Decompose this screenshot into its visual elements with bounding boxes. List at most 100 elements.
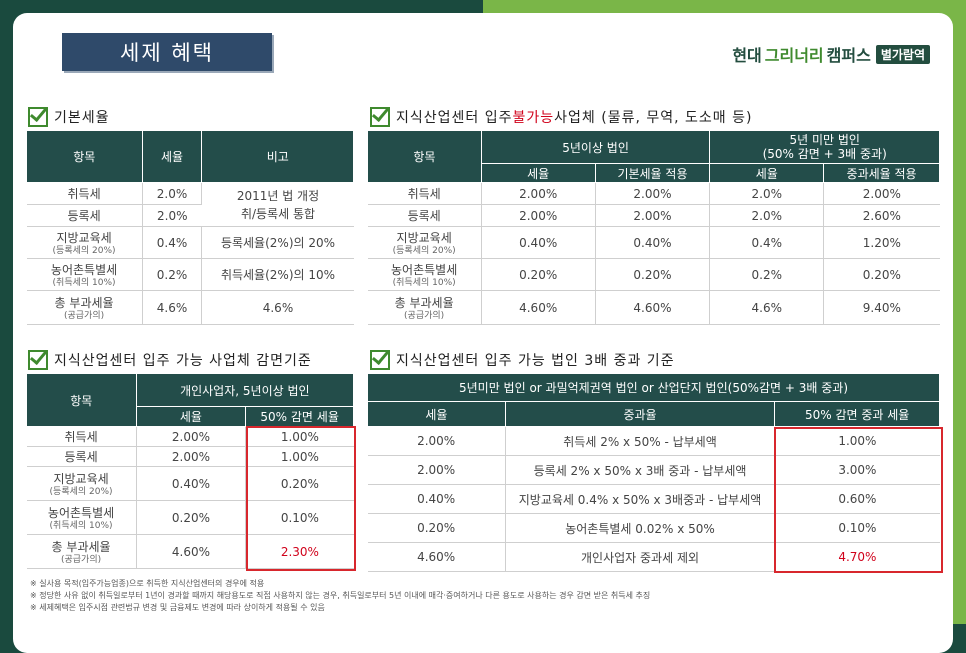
table-row: 총 부과세율 (공급가의) 4.6% 4.6% [26,290,354,325]
value-cell: 0.40% [367,484,506,514]
value-cell: 2.00% [481,182,596,205]
item-text: 농어촌특별세 [391,263,458,277]
header-sub: 세율 [480,163,596,183]
formula-cell: 농어촌특별세 0.02% x 50% [505,513,776,543]
item-sub: (취득세의 10%) [49,521,113,531]
rate-cell: 4.6% [142,290,203,325]
item-sub: (공급가의) [60,555,102,565]
value-cell: 4.60% [481,290,596,325]
table-row: 2.00% 등록세 2% x 50% x 3배 중과 - 납부세액 3.00% [367,455,940,485]
table-row: 등록세 2.00% 2.00% 2.0% 2.60% [367,204,940,227]
formula-cell: 등록세 2% x 50% x 3배 중과 - 납부세액 [505,455,776,485]
merged-note-cell: 2011년 법 개정 취/등록세 통합 [201,182,354,227]
highlight-box [246,426,356,571]
highlight-box [774,427,943,573]
value-cell: 2.00% [481,204,596,227]
value-cell: 0.20% [136,500,247,535]
value-cell: 2.00% [595,204,711,227]
table-row: 총 부과세율 (공급가의) 4.60% 4.60% 4.6% 9.40% [367,290,940,325]
table-row: 지방교육세 (등록세의 20%) 0.40% 0.40% 0.4% 1.20% [367,226,940,259]
table-row: 지방교육세 (등록세의 20%) 0.40% 0.20% [26,466,354,501]
item-cell: 등록세 [26,204,143,227]
value-cell: 0.20% [595,258,711,291]
item-cell: 취득세 [367,182,482,205]
check-icon [370,107,390,127]
footnote: ※ 세제혜택은 입주시점 관련법규 변경 및 금융제도 변경에 따라 상이하게 … [30,603,325,612]
notallowed-section-title: 지식산업센터 입주 불가능 사업체 (물류, 무역, 도소매 등) [370,107,752,127]
item-cell: 지방교육세 (등록세의 20%) [26,466,137,501]
brand-part-3: 캠퍼스 [826,46,871,65]
value-cell: 1.00% [774,426,940,456]
rate-cell: 0.2% [142,258,203,291]
value-cell: 2.0% [709,182,825,205]
formula-cell: 개인사업자 중과세 제외 [505,542,776,572]
page-title: 세제 혜택 [62,33,272,71]
value-cell: 0.40% [481,226,596,259]
rate-cell: 2.0% [142,204,202,227]
rate-cell: 2.0% [142,182,203,205]
value-cell: 0.20% [481,258,596,291]
table-row: 농어촌특별세 (취득세의 10%) 0.20% 0.10% [26,500,354,535]
item-text: 지방교육세 [396,231,452,245]
header-group: 개인사업자, 5년이상 법인 [135,373,355,407]
reduction-title-text: 지식산업센터 입주 가능 사업체 감면기준 [54,353,312,369]
item-cell: 총 부과세율 (공급가의) [26,534,137,569]
table-row: 0.20% 농어촌특별세 0.02% x 50% 0.10% [367,513,940,543]
item-text: 총 부과세율 [394,296,454,310]
item-cell: 취득세 [26,182,143,205]
header-sub: 50% 감면 중과 세율 [774,401,940,427]
header-sub: 50% 감면 세율 [245,406,354,427]
value-cell: 4.60% [367,542,506,572]
value-cell: 2.00% [823,182,940,205]
reduction-section-title: 지식산업센터 입주 가능 사업체 감면기준 [28,350,312,370]
item-cell: 총 부과세율 (공급가의) [367,290,482,325]
title-post: 사업체 (물류, 무역, 도소매 등) [554,110,753,126]
rate-cell: 0.4% [142,226,203,259]
header-5y: 5년이상 법인 [480,130,711,164]
brand-station-badge: 별가람역 [875,44,930,64]
brand-logo: 현대 그리너리 캠퍼스 별가람역 [732,42,930,66]
value-cell: 1.00% [245,426,354,447]
value-cell: 2.60% [823,204,940,227]
header-sub: 중과율 [504,401,776,427]
value-cell: 0.20% [823,258,940,291]
formula-cell: 취득세 2% x 50% - 납부세액 [505,426,776,456]
heavy-tax-table: 5년미만 법인 or 과밀억제권역 법인 or 산업단지 법인(50%감면 + … [367,373,940,572]
value-cell: 0.20% [367,513,506,543]
basic-header-rate: 세율 [141,130,203,183]
value-cell-highlight: 2.30% [245,534,354,569]
item-sub: (공급가의) [63,311,105,321]
check-icon [28,350,48,370]
brand-part-1: 현대 [732,46,762,65]
reduction-tax-table: 항목 개인사업자, 5년이상 법인 세율 50% 감면 세율 취득세 2.00%… [26,373,355,569]
table-row: 취득세 2.0% 2011년 법 개정 취/등록세 통합 [26,182,354,227]
table-row: 농어촌특별세 (취득세의 10%) 0.2% 취득세율(2%)의 10% [26,258,354,291]
value-cell: 2.00% [595,182,711,205]
value-cell: 0.60% [774,484,940,514]
item-cell: 등록세 [26,446,137,467]
header-line: 5년 미만 법인 [789,133,860,147]
value-cell: 0.4% [709,226,825,259]
value-cell: 2.00% [136,426,247,447]
table-row: 농어촌특별세 (취득세의 10%) 0.20% 0.20% 0.2% 0.20% [367,258,940,291]
value-cell: 1.20% [823,226,940,259]
table-row: 지방교육세 (등록세의 20%) 0.4% 등록세율(2%)의 20% [26,226,354,259]
value-cell: 0.20% [245,466,354,501]
value-cell: 4.6% [709,290,825,325]
value-cell: 4.60% [136,534,247,569]
table-row: 0.40% 지방교육세 0.4% x 50% x 3배중과 - 납부세액 0.6… [367,484,940,514]
value-cell: 1.00% [245,446,354,467]
item-sub: (공급가의) [404,311,445,321]
item-sub: (취득세의 10%) [392,278,456,288]
header-item: 항목 [367,130,482,183]
item-sub: (등록세의 20%) [392,246,456,256]
item-text: 지방교육세 [53,472,109,486]
item-cell: 지방교육세 (등록세의 20%) [26,226,143,259]
item-sub: (등록세의 20%) [49,487,113,497]
value-cell: 2.00% [367,426,506,456]
basic-title-text: 기본세율 [54,110,110,126]
table-row: 등록세 2.00% 1.00% [26,446,354,467]
item-text: 지방교육세 [56,231,112,245]
note-cell: 취득세율(2%)의 10% [201,258,354,291]
item-cell: 농어촌특별세 (취득세의 10%) [26,500,137,535]
